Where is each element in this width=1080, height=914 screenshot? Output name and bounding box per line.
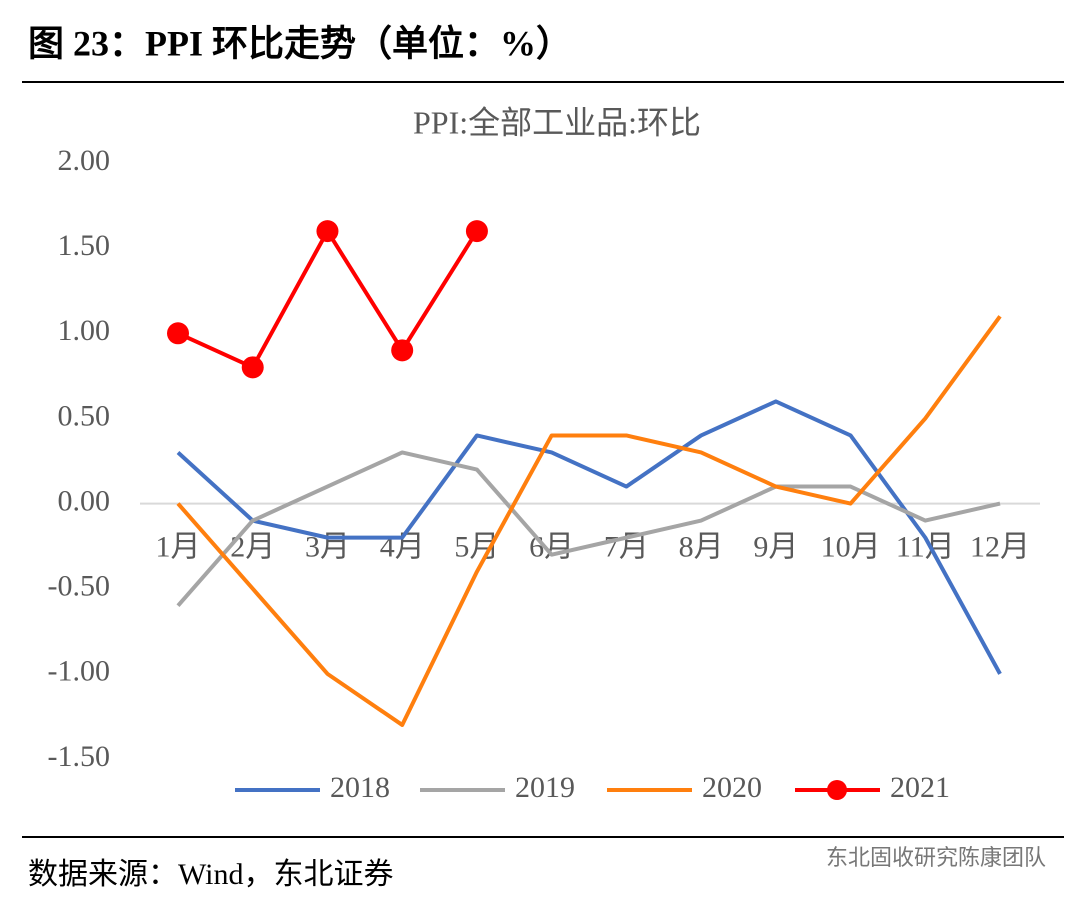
chart-title: PPI:全部工业品:环比 [413,104,701,140]
x-tick-label: 9月 [753,530,798,563]
series-marker [391,339,414,362]
x-tick-label: 10月 [821,530,881,563]
y-tick-label: 1.50 [58,229,111,262]
figure-title: 图 23：PPI 环比走势（单位：%） [28,23,572,63]
y-tick-label: 0.00 [58,484,111,517]
x-tick-label: 2月 [230,530,275,563]
y-tick-label: 0.50 [58,399,111,432]
legend-label: 2018 [330,771,390,804]
legend-label: 2020 [702,771,762,804]
series-marker [167,322,189,345]
series-marker [316,220,339,243]
x-tick-label: 12月 [970,530,1030,563]
legend-marker [827,780,847,800]
y-tick-label: -1.50 [48,740,111,773]
series-marker [465,220,488,243]
x-tick-label: 1月 [156,530,201,563]
y-tick-label: 1.00 [58,314,111,347]
series-line [177,229,479,370]
source: 数据来源：Wind，东北证券 [28,858,393,891]
y-tick-label: -1.00 [48,655,111,688]
x-tick-label: 8月 [679,530,724,563]
y-tick-label: -0.50 [48,570,111,603]
watermark: 东北固收研究陈康团队 [826,845,1046,870]
series-line [176,315,1002,727]
legend-label: 2021 [890,771,950,804]
legend-label: 2019 [515,771,575,804]
y-tick-label: 2.00 [58,144,111,177]
series-line [176,399,1002,675]
series-marker [241,356,264,379]
